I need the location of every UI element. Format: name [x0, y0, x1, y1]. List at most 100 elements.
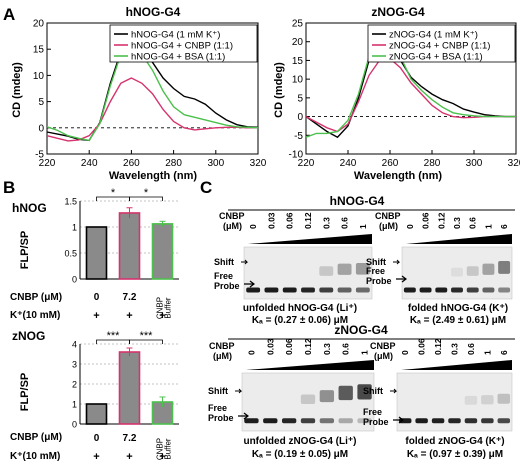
- gel-hnog-unfolded-free-label: Free: [214, 271, 233, 281]
- gel-znog-folded-wedge: [401, 360, 512, 370]
- panel-label-b: B: [3, 178, 15, 197]
- bar-znog-k-row-label: K⁺(10 mM): [10, 451, 60, 462]
- panel-label-c: C: [200, 178, 212, 197]
- caption-znog-folded-kd: Kₐ = (0.97 ± 0.39) μM: [407, 449, 503, 460]
- x-tick-label: 220: [298, 158, 315, 169]
- gel-hnog-unfolded-free-arrow: [244, 280, 255, 288]
- gel4-cnbp-unit: (μM): [374, 351, 393, 361]
- cd-chart-znog: zNOG-G4 Wavelength (nm) CD (mdeg) 220 240…: [273, 5, 520, 182]
- gel-znog-folded-conc-label: 1: [482, 350, 492, 355]
- bar-1: [85, 403, 108, 425]
- gel-hnog-unfolded-conc-label: 0: [248, 224, 258, 229]
- gel-znog-unfolded-conc-label: 0.06: [284, 338, 294, 355]
- gel-znog-unfolded-shift-arrow: [235, 388, 243, 394]
- gel-znog-unfolded-free-band: [357, 418, 372, 424]
- gel-hnog-folded-free-band: [466, 287, 479, 293]
- gel-hnog-folded-conc-label: 0.6: [468, 217, 478, 229]
- y-tick-label: 3: [72, 360, 77, 370]
- x-tick-label: 300: [466, 158, 483, 169]
- bar-hnog-title: hNOG: [12, 201, 47, 215]
- gel-hnog-title: hNOG-G4: [330, 194, 385, 208]
- series-line-3: [305, 35, 516, 138]
- legend-label-1: hNOG-G4 (1 mM K⁺): [131, 30, 220, 41]
- y-tick-label: 0: [297, 112, 303, 123]
- gel-hnog-folded-shift-band: [466, 266, 479, 276]
- x-tick-label: 300: [207, 158, 224, 169]
- gel2-cnbp-unit: (μM): [379, 221, 398, 231]
- gel1-cnbp-label: CNBP: [219, 211, 245, 221]
- y-tick-label: -5: [294, 131, 303, 142]
- y-tick-label: 1.5: [64, 197, 77, 207]
- y-tick-label: -5: [35, 150, 44, 161]
- x-tick-label: 240: [81, 158, 98, 169]
- gel-znog-folded-conc-label: 0.3: [450, 343, 460, 355]
- bar-znog-cnbp-row-label: CNBP (μM): [10, 432, 62, 443]
- cd-znog-xlabel: Wavelength (nm): [354, 170, 443, 182]
- gel-znog-folded-free-arrow: [393, 416, 404, 424]
- gel-hnog-folded-conc-label: 6: [499, 224, 509, 229]
- gel-hnog-unfolded-shift-label: Shift: [214, 257, 234, 267]
- gel-hnog-unfolded-free-band: [319, 287, 334, 293]
- cnbp-value-1: 0: [94, 433, 100, 444]
- plot-frame: [305, 22, 517, 155]
- gel1-cnbp-unit: (μM): [223, 221, 242, 231]
- y-tick-label: 1: [72, 223, 77, 233]
- gel-znog-folded-conc-label: 0: [400, 350, 410, 355]
- gel-znog-folded-shift-band: [497, 393, 511, 404]
- legend-label-2: hNOG-G4 + CNBP (1:1): [131, 41, 233, 52]
- k-value-1: +: [93, 451, 99, 463]
- gel-znog-folded-probe-label: Probe: [363, 417, 389, 427]
- y-tick-label: 10: [33, 71, 45, 82]
- series-line-3: [46, 45, 259, 142]
- bar-2: [118, 212, 141, 280]
- gel-hnog-folded-conc-label: 1: [483, 224, 493, 229]
- caption-znog-unfolded-kd: Kₐ = (0.19 ± 0.05) μM: [252, 449, 348, 460]
- y-tick-label: 15: [33, 45, 45, 56]
- legend-label-3: zNOG-G4 + BSA (1:1): [389, 52, 483, 63]
- gel-hnog-unfolded-conc-label: 0.03: [266, 212, 276, 229]
- gel-hnog-unfolded-shift-band: [337, 263, 352, 275]
- legend-label-3: hNOG-G4 + BSA (1:1): [131, 52, 225, 63]
- caption-hnog-unfolded-kd: Kₐ = (0.27 ± 0.06) μM: [252, 315, 348, 326]
- gel-hnog-unfolded-free-band: [282, 287, 297, 293]
- plot-frame: [46, 22, 259, 155]
- gel-hnog-unfolded-shift-band: [355, 262, 370, 275]
- gel-znog-unfolded-conc-label: 1: [360, 350, 370, 355]
- panel-label-a: A: [3, 5, 15, 24]
- y-tick-label: 2: [72, 380, 77, 390]
- legend-box: [367, 24, 516, 63]
- bar-1: [85, 226, 108, 280]
- gel-znog-unfolded-conc-label: 0.6: [341, 343, 351, 355]
- bar-3: [151, 223, 174, 280]
- gel-znog-folded-free-band: [481, 418, 494, 424]
- gel-hnog-folded-conc-label: 0.3: [452, 217, 462, 229]
- k-value-2: +: [126, 451, 132, 463]
- cd-chart-hnog: hNOG-G4 Wavelength (nm) CD (mdeg) 220 240…: [11, 5, 267, 182]
- bar-znog-ylabel: FLP/SP: [19, 373, 31, 412]
- gel-znog-folded-conc-label: 6: [499, 350, 509, 355]
- gel-znog-title: zNOG-G4: [334, 323, 388, 337]
- gel-hnog-folded-wedge: [406, 234, 512, 244]
- x-tick-label: 260: [382, 158, 399, 169]
- gel-znog-unfolded-conc-label: 0: [246, 350, 256, 355]
- k-value-2: +: [126, 310, 132, 322]
- cnbp-value-2: 7.2: [123, 433, 137, 444]
- y-tick-label: 25: [292, 19, 304, 30]
- cd-znog-ylabel: CD (mdeg): [273, 62, 285, 118]
- caption-znog-folded: folded zNOG-G4 (K⁺): [405, 436, 504, 447]
- y-tick-label: 0: [38, 123, 44, 134]
- gel-hnog-folded-free-band: [435, 287, 448, 293]
- gel-znog-folded-free-band: [464, 418, 478, 424]
- k-value-3: +: [159, 310, 165, 322]
- series-line-2: [305, 57, 516, 133]
- gel-hnog-unfolded-shift-band: [319, 266, 334, 276]
- bar-chart-hnog: hNOG FLP/SP CNBP (μM) K⁺(10 mM) 0 0.5 1 1.5…: [10, 187, 179, 322]
- gel-hnog-unfolded-shift-arrow: [241, 259, 249, 265]
- gel-znog-folded-conc-label: 0.6: [466, 343, 476, 355]
- y-tick-label: 5: [38, 97, 44, 108]
- gel-znog-unfolded-conc-label: 0.12: [303, 338, 313, 355]
- bar-hnog-ylabel: FLP/SP: [19, 231, 31, 270]
- gel-znog-folded-free-label: Free: [363, 407, 382, 417]
- bar-znog-title: zNOG: [12, 329, 45, 343]
